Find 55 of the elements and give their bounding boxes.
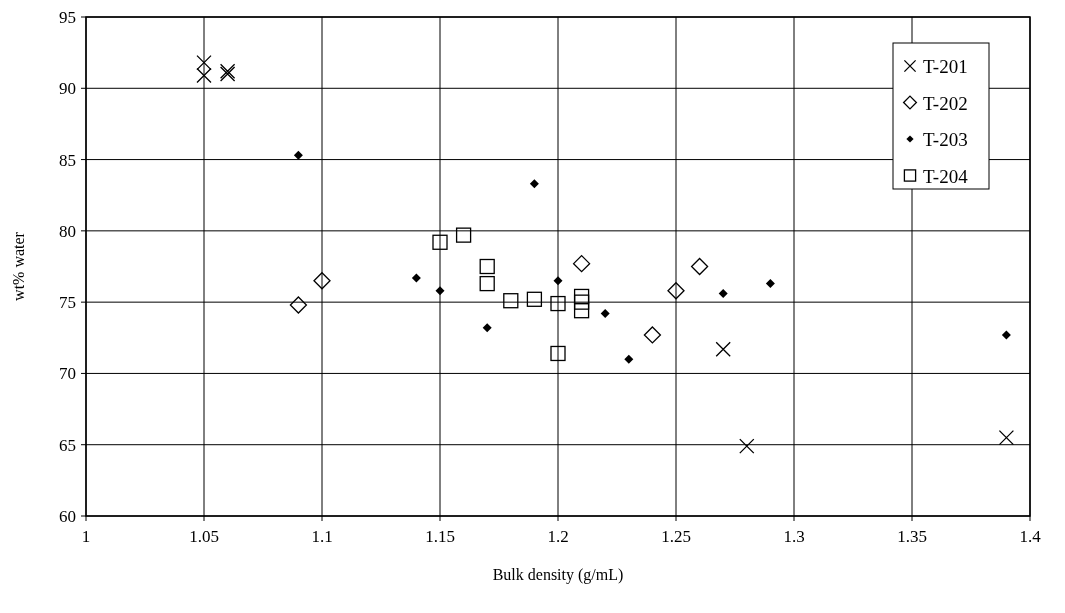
legend-label: T-202 xyxy=(923,92,968,114)
y-tick-label: 70 xyxy=(59,364,76,384)
x-tick-label: 1.05 xyxy=(189,527,219,546)
legend-label: T-204 xyxy=(923,165,969,187)
point xyxy=(573,303,590,319)
y-tick-label: 60 xyxy=(59,507,76,526)
point xyxy=(690,257,709,276)
point xyxy=(526,291,543,307)
x-tick-label: 1.1 xyxy=(311,527,333,546)
point xyxy=(573,294,590,310)
y-tick-label: 65 xyxy=(59,435,76,455)
point xyxy=(479,275,495,292)
point xyxy=(289,296,308,314)
point xyxy=(998,429,1015,446)
x-axis-title: Bulk density (g/mL) xyxy=(492,566,624,584)
point xyxy=(765,279,775,289)
x-tick-label: 1.35 xyxy=(897,527,927,546)
point xyxy=(739,438,755,454)
point xyxy=(600,309,610,319)
x-tick-label: 1.3 xyxy=(783,527,805,546)
point xyxy=(553,276,563,286)
point xyxy=(1001,330,1011,340)
point xyxy=(643,326,662,344)
point xyxy=(196,54,212,71)
point xyxy=(455,227,472,243)
y-tick-label: 80 xyxy=(59,221,76,241)
x-tick-label: 1.2 xyxy=(547,527,569,546)
y-tick-label: 85 xyxy=(59,150,76,170)
point xyxy=(550,295,566,312)
point xyxy=(435,286,445,296)
point xyxy=(482,323,492,333)
point xyxy=(411,273,421,283)
point xyxy=(550,345,566,362)
point xyxy=(479,258,495,275)
x-tick-label: 1.4 xyxy=(1019,527,1042,546)
y-tick-label: 95 xyxy=(59,8,76,27)
point xyxy=(572,255,591,273)
point xyxy=(503,293,519,309)
point xyxy=(718,289,728,299)
point xyxy=(432,234,448,250)
point xyxy=(529,179,539,189)
point xyxy=(293,150,303,160)
x-tick-label: 1.15 xyxy=(425,527,455,546)
point xyxy=(196,67,212,84)
point xyxy=(624,354,634,364)
y-tick-label: 75 xyxy=(59,293,76,313)
x-tick-label: 1 xyxy=(81,527,91,546)
y-tick-label: 90 xyxy=(59,79,76,99)
point xyxy=(313,272,331,290)
point xyxy=(715,341,731,357)
legend-label: T-203 xyxy=(923,129,968,150)
x-tick-label: 1.25 xyxy=(661,527,691,546)
legend-label: T-201 xyxy=(923,56,968,77)
y-axis-title: wt% water xyxy=(10,231,27,301)
point xyxy=(667,282,685,300)
